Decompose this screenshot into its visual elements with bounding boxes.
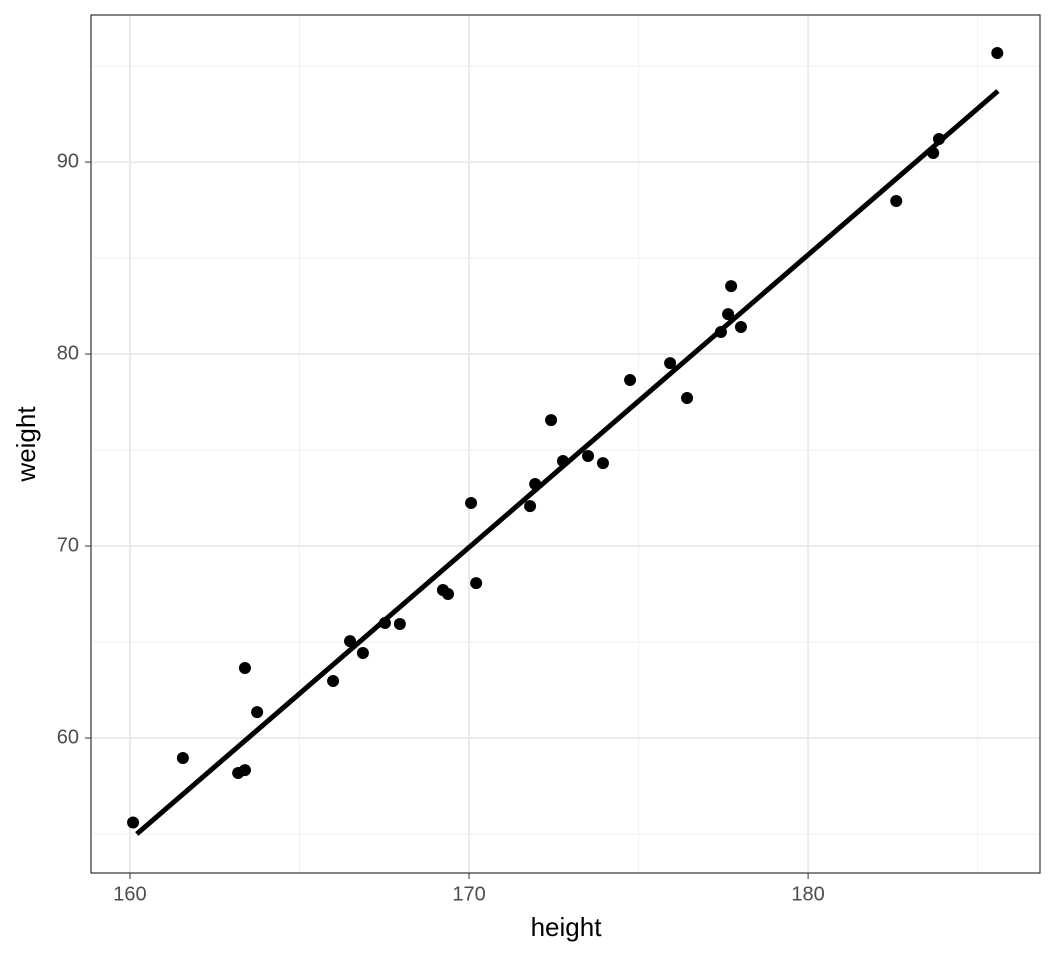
point (734, 320, 747, 333)
point (725, 280, 738, 293)
x-axis-title: height (531, 912, 603, 942)
point (238, 764, 251, 777)
point (664, 357, 677, 370)
point (465, 497, 478, 510)
point (393, 617, 406, 630)
point (327, 675, 340, 688)
point (344, 635, 357, 648)
point (176, 751, 189, 764)
point (442, 588, 455, 601)
point (127, 816, 140, 829)
point (624, 373, 637, 386)
y-tick-label: 80 (57, 342, 79, 364)
y-tick-label: 90 (57, 150, 79, 172)
point (596, 457, 609, 470)
point (356, 646, 369, 659)
fit-line (135, 89, 1000, 836)
point (722, 308, 735, 321)
x-tick-label: 180 (791, 883, 824, 905)
panel-border (90, 14, 1041, 874)
point (251, 706, 264, 719)
y-axis-title: weight (11, 406, 41, 483)
point (470, 577, 483, 590)
point (681, 392, 694, 405)
point (991, 47, 1004, 60)
y-tick-label: 60 (57, 726, 79, 748)
point (890, 195, 903, 208)
point (524, 500, 537, 513)
point (238, 661, 251, 674)
point (582, 449, 595, 462)
x-tick-label: 160 (113, 883, 146, 905)
y-tick-label: 70 (57, 534, 79, 556)
x-tick-label: 170 (452, 883, 485, 905)
point (545, 414, 558, 427)
